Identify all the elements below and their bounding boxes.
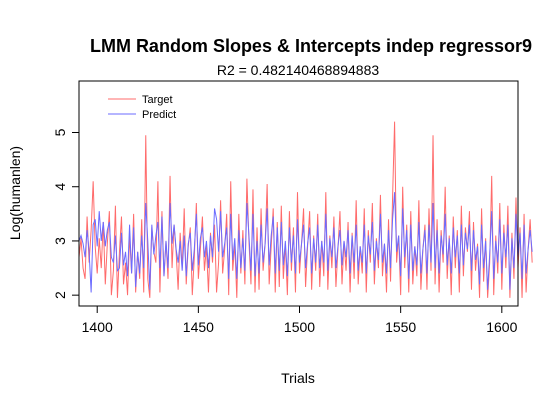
y-tick-label: 2 [52,291,68,299]
x-tick-label: 1400 [82,319,113,335]
y-axis-label: Log(humanlen) [7,146,23,240]
y-tick-label: 3 [52,237,68,245]
x-tick-label: 1500 [284,319,315,335]
chart-title: LMM Random Slopes & Intercepts indep reg… [90,36,532,56]
y-axis: 2 3 4 5 [52,128,80,299]
series-line-predict [78,192,533,293]
series-line-target [78,121,533,298]
legend: Target Predict [108,94,176,121]
chart-subtitle: R2 = 0.482140468894883 [217,62,380,78]
legend-label-target: Target [142,94,173,106]
x-tick-label: 1450 [183,319,214,335]
x-tick-label: 1600 [486,319,517,335]
x-axis-label: Trials [281,370,315,386]
y-tick-label: 4 [52,183,68,191]
x-tick-label: 1550 [385,319,416,335]
series-lines [78,121,533,298]
y-tick-label: 5 [52,128,68,136]
x-axis: 1400 1450 1500 1550 1600 [82,305,518,335]
legend-label-predict: Predict [142,109,176,121]
